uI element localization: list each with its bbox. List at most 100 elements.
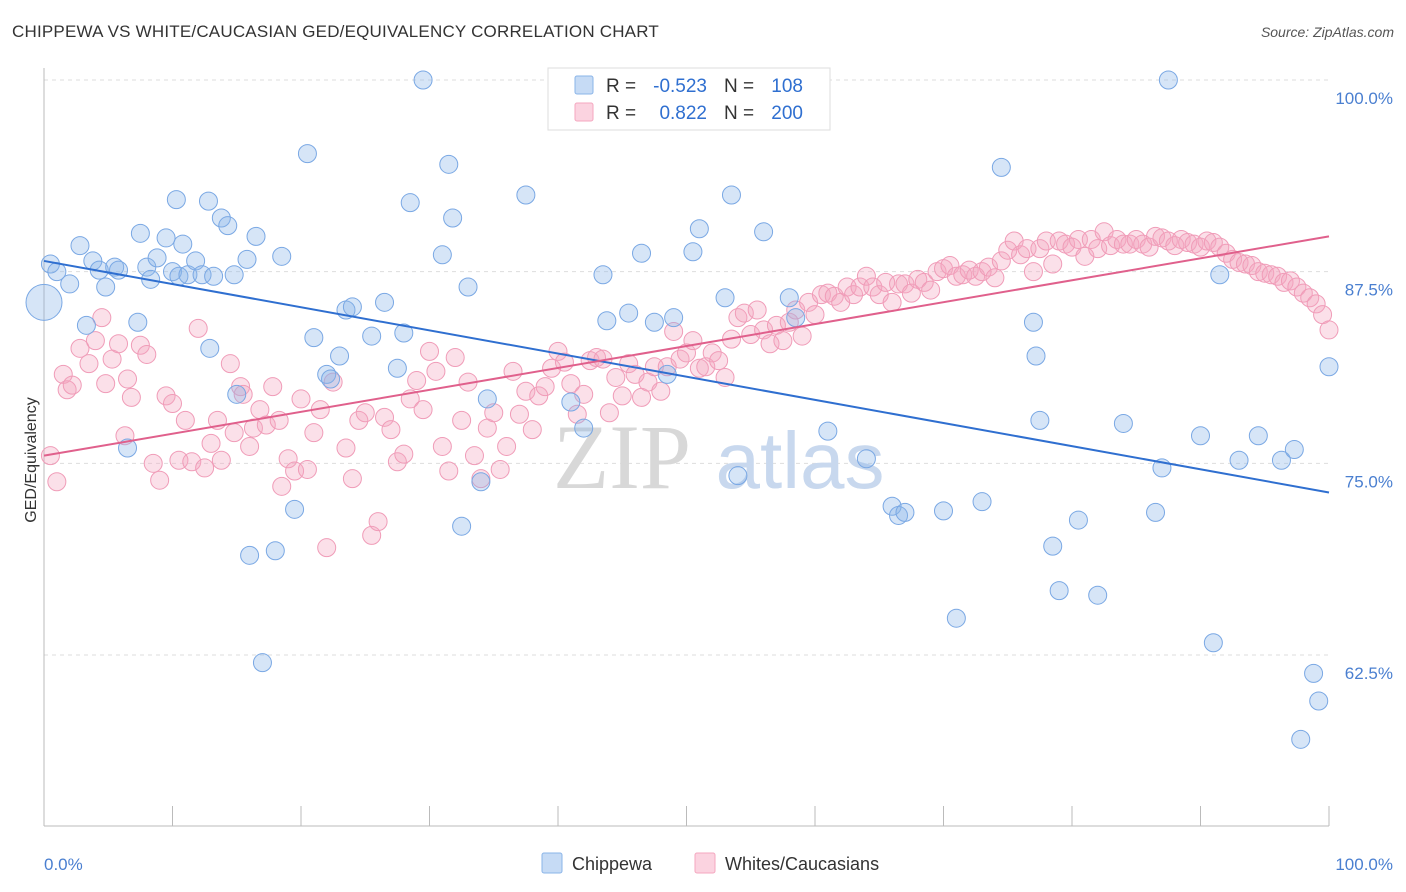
whites-point-40 bbox=[278, 449, 298, 469]
chippewa-point-73 bbox=[728, 466, 748, 486]
chippewa-point-104 bbox=[1291, 729, 1311, 749]
chippewa-point-100 bbox=[1229, 450, 1249, 470]
whites-point-133 bbox=[882, 292, 902, 312]
chippewa-point-72 bbox=[721, 185, 741, 205]
chippewa-point-28 bbox=[211, 208, 231, 228]
chippewa-point-35 bbox=[252, 653, 272, 673]
whites-point-148 bbox=[978, 257, 998, 277]
chippewa-point-106 bbox=[1309, 691, 1329, 711]
chippewa-point-5 bbox=[76, 315, 96, 335]
whites-points bbox=[40, 222, 1339, 558]
chippewa-point-75 bbox=[779, 288, 799, 308]
chippewa-point-19 bbox=[166, 190, 186, 210]
whites-point-135 bbox=[895, 274, 915, 294]
bottom-legend-whites: Whites/Caucasians bbox=[725, 854, 879, 874]
whites-trend-line bbox=[43, 235, 1330, 457]
whites-point-0 bbox=[40, 446, 60, 466]
chippewa-point-26 bbox=[200, 338, 220, 358]
chippewa-point-60 bbox=[561, 392, 581, 412]
chippewa-points bbox=[25, 70, 1339, 749]
whites-point-76 bbox=[516, 381, 536, 401]
chippewa-point-32 bbox=[237, 249, 257, 269]
chippewa-point-68 bbox=[664, 308, 684, 328]
chippewa-point-86 bbox=[1023, 312, 1043, 332]
chippewa-point-90 bbox=[1049, 581, 1069, 601]
whites-point-75 bbox=[509, 404, 529, 424]
whites-point-11 bbox=[109, 334, 129, 354]
whites-point-199 bbox=[1306, 294, 1326, 314]
whites-point-78 bbox=[529, 386, 549, 406]
whites-point-55 bbox=[381, 420, 401, 440]
chippewa-point-97 bbox=[1191, 426, 1210, 446]
watermark: ZIP atlas bbox=[553, 406, 884, 508]
chippewa-point-50 bbox=[400, 193, 420, 213]
chippewa-point-8 bbox=[96, 277, 116, 297]
chippewa-point-78 bbox=[856, 449, 876, 469]
whites-point-48 bbox=[336, 438, 356, 458]
chippewa-point-101 bbox=[1248, 426, 1268, 446]
chippewa-point-33 bbox=[240, 545, 260, 565]
chippewa-point-99 bbox=[1210, 265, 1230, 285]
whites-point-22 bbox=[175, 410, 195, 430]
chippewa-point-31 bbox=[227, 384, 247, 404]
whites-point-79 bbox=[535, 377, 555, 397]
y-tick-label-1: 75.0% bbox=[1345, 472, 1393, 491]
whites-point-91 bbox=[612, 386, 632, 406]
legend-swatch-whites bbox=[574, 102, 594, 122]
whites-point-36 bbox=[256, 415, 276, 435]
y-axis-label: GED/Equivalency bbox=[23, 397, 40, 522]
whites-point-77 bbox=[522, 420, 542, 440]
whites-point-62 bbox=[426, 361, 446, 381]
chippewa-point-34 bbox=[246, 226, 266, 246]
legend-n-value-chippewa: 108 bbox=[771, 76, 803, 97]
whites-point-201 bbox=[1319, 320, 1339, 340]
whites-point-134 bbox=[889, 274, 909, 294]
chippewa-point-69 bbox=[683, 242, 703, 262]
chippewa-trend-line bbox=[43, 259, 1330, 494]
chippewa-point-96 bbox=[1158, 70, 1178, 90]
chippewa-point-16 bbox=[147, 248, 167, 268]
whites-point-18 bbox=[150, 470, 170, 490]
whites-point-37 bbox=[263, 377, 283, 397]
bottom-legend-swatch-whites bbox=[694, 852, 716, 874]
chippewa-point-93 bbox=[1113, 413, 1133, 433]
whites-point-110 bbox=[734, 303, 754, 323]
whites-point-16 bbox=[137, 344, 157, 364]
whites-point-53 bbox=[368, 512, 388, 532]
whites-point-46 bbox=[317, 538, 337, 558]
chippewa-point-47 bbox=[375, 292, 395, 312]
chippewa-point-13 bbox=[130, 223, 150, 243]
chippewa-point-76 bbox=[786, 308, 806, 328]
chippewa-point-77 bbox=[818, 421, 838, 441]
whites-point-158 bbox=[1043, 254, 1063, 274]
chippewa-point-94 bbox=[1146, 502, 1166, 522]
whites-point-28 bbox=[211, 450, 231, 470]
bottom-legend-swatch-chippewa bbox=[541, 852, 563, 874]
chippewa-point-55 bbox=[452, 516, 472, 536]
legend-n-value-whites: 200 bbox=[771, 103, 803, 124]
whites-point-19 bbox=[156, 386, 176, 406]
chippewa-point-4 bbox=[70, 236, 90, 256]
watermark-atlas: atlas bbox=[716, 416, 885, 505]
chippewa-point-45 bbox=[342, 297, 362, 317]
whites-point-56 bbox=[387, 452, 407, 472]
legend-r-label-chippewa: R = bbox=[606, 76, 636, 97]
source-label: Source: ZipAtlas.com bbox=[1260, 24, 1394, 40]
chippewa-point-70 bbox=[689, 219, 709, 239]
legend-swatch-chippewa bbox=[574, 75, 594, 95]
whites-point-65 bbox=[445, 348, 465, 368]
axes bbox=[43, 68, 1330, 827]
whites-point-63 bbox=[432, 436, 452, 456]
legend-r-label-whites: R = bbox=[606, 103, 636, 124]
whites-point-1 bbox=[47, 472, 67, 492]
whites-point-39 bbox=[272, 476, 292, 496]
whites-point-97 bbox=[651, 381, 671, 401]
whites-point-54 bbox=[375, 407, 395, 427]
chippewa-point-71 bbox=[715, 288, 735, 308]
whites-point-59 bbox=[407, 371, 427, 391]
whites-point-51 bbox=[355, 403, 375, 423]
whites-point-66 bbox=[452, 410, 472, 430]
whites-point-64 bbox=[439, 461, 459, 481]
whites-point-129 bbox=[856, 266, 876, 286]
whites-point-49 bbox=[342, 469, 362, 489]
